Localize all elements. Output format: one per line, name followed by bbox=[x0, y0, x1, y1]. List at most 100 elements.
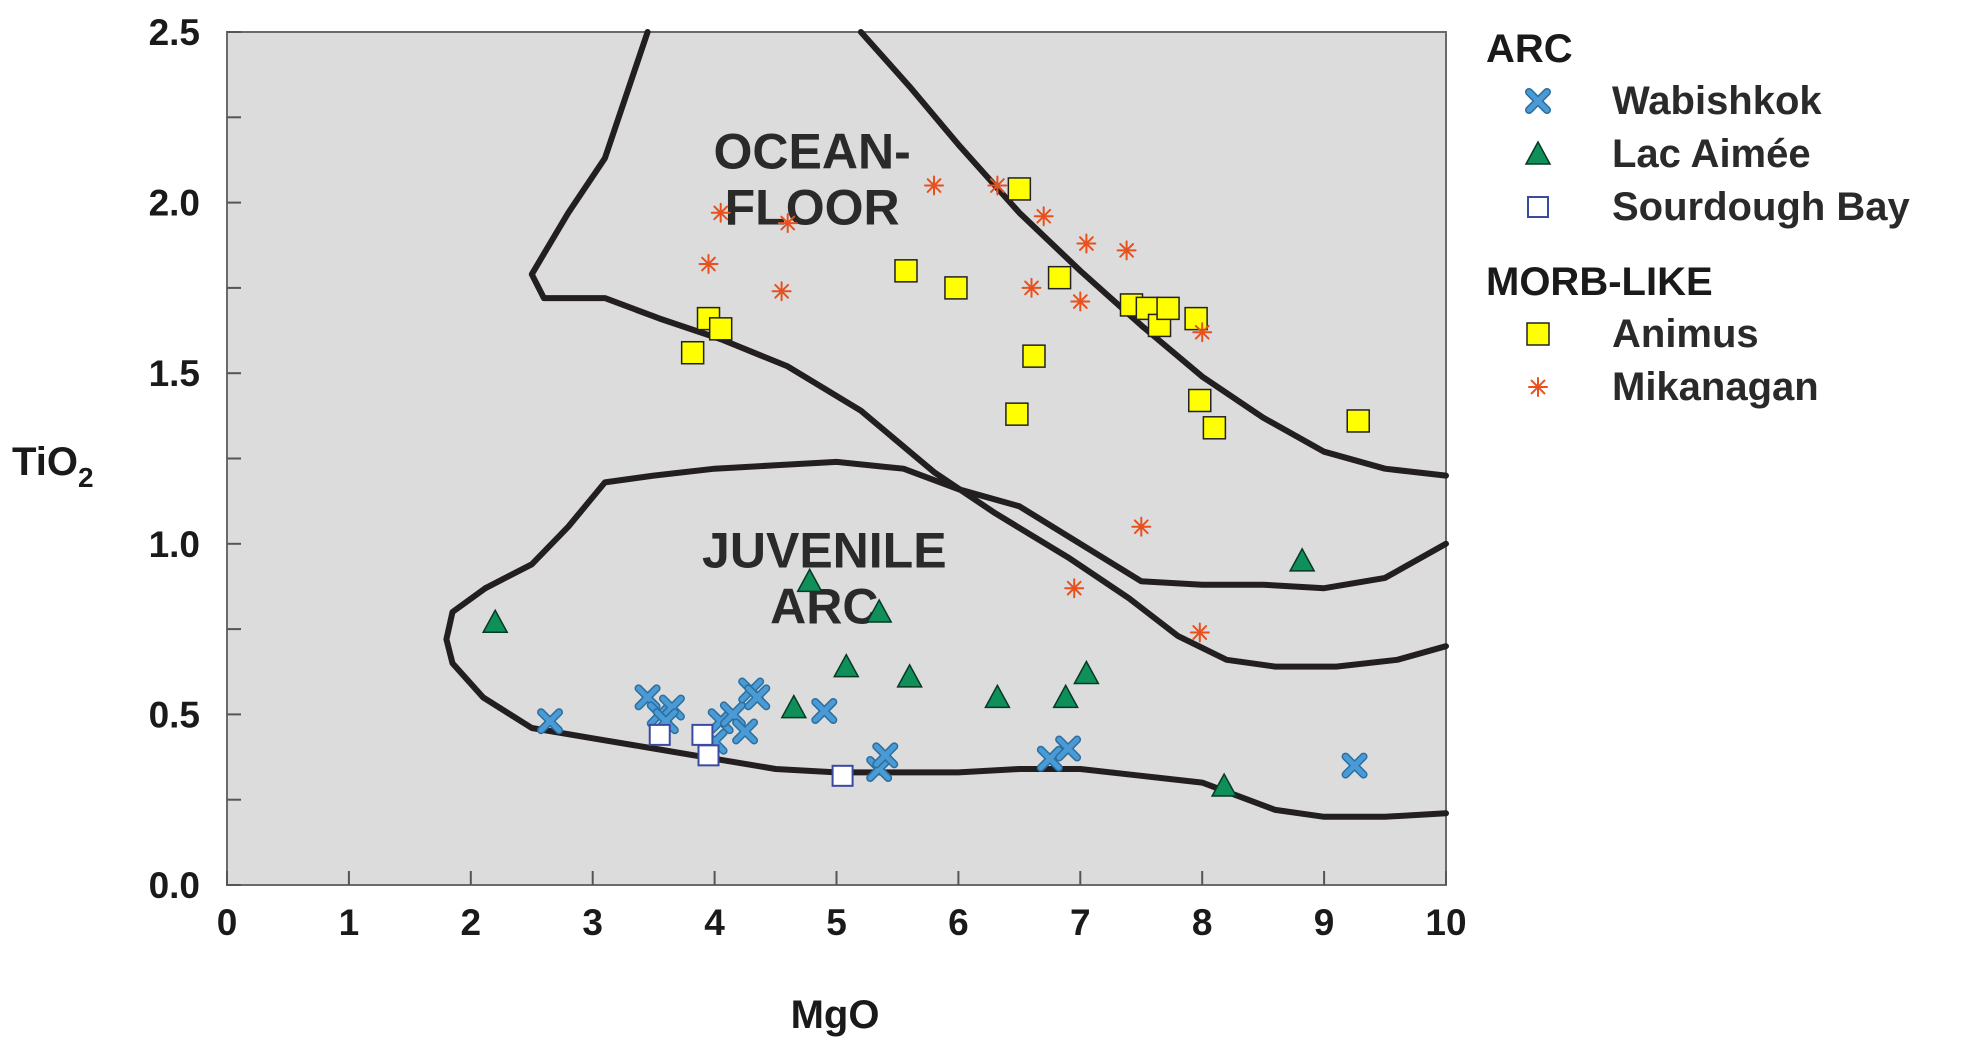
data-point-mikanagan bbox=[1131, 516, 1152, 537]
x-tick-label: 5 bbox=[826, 902, 847, 943]
y-tick-label: 2.0 bbox=[149, 183, 200, 224]
data-point-mikanagan bbox=[1064, 578, 1085, 599]
data-point-animus bbox=[1007, 177, 1032, 201]
legend-label-animus: Animus bbox=[1612, 312, 1759, 356]
legend-label-mikanagan: Mikanagan bbox=[1612, 365, 1819, 409]
data-point-lac-aimee bbox=[1052, 683, 1079, 709]
data-point-wabishkok bbox=[1055, 735, 1082, 762]
field-boundary-3 bbox=[482, 458, 1449, 592]
data-point-mikanagan bbox=[1070, 291, 1091, 312]
x-tick-label: 1 bbox=[339, 902, 360, 943]
data-point-wabishkok bbox=[732, 718, 759, 745]
data-point-animus bbox=[680, 340, 705, 365]
data-point-wabishkok bbox=[872, 742, 899, 769]
data-point-mikanagan bbox=[1033, 206, 1054, 227]
legend-label-sourdough-bay: Sourdough Bay bbox=[1612, 185, 1911, 229]
field-label-1-line-2: FLOOR bbox=[725, 179, 900, 235]
data-point-wabishkok bbox=[811, 697, 838, 724]
data-point-wabishkok bbox=[537, 708, 564, 735]
y-tick-label: 0.5 bbox=[149, 694, 200, 735]
data-point-lac-aimee bbox=[865, 598, 893, 623]
legend-label-lac-aimee: Lac Aimée bbox=[1612, 132, 1811, 176]
x-tick-label: 0 bbox=[217, 902, 238, 943]
data-point-lac-aimee bbox=[780, 694, 808, 719]
data-point-lac-aimee bbox=[1288, 547, 1316, 572]
data-point-mikanagan bbox=[771, 281, 792, 302]
x-tick-label: 6 bbox=[948, 902, 969, 943]
y-axis-title: TiO2 bbox=[12, 440, 94, 493]
data-point-mikanagan bbox=[1076, 233, 1097, 254]
data-point-animus bbox=[708, 317, 733, 341]
data-point-wabishkok bbox=[1036, 745, 1063, 772]
data-point-lac-aimee bbox=[896, 663, 923, 688]
data-point-animus bbox=[1047, 265, 1072, 290]
data-point-wabishkok bbox=[744, 684, 771, 711]
data-point-sourdough-bay bbox=[648, 723, 671, 746]
x-tick-label: 3 bbox=[582, 902, 603, 943]
legend-label-wabishkok: Wabishkok bbox=[1612, 79, 1822, 123]
data-point-mikanagan bbox=[1116, 240, 1137, 261]
data-point-sourdough-bay bbox=[691, 723, 714, 746]
data-point-sourdough-bay bbox=[831, 764, 854, 787]
series-animus bbox=[680, 177, 1370, 440]
series-mikanagan bbox=[698, 175, 1213, 643]
data-point-mikanagan bbox=[1021, 277, 1042, 298]
data-point-animus bbox=[944, 276, 968, 300]
data-point-mikanagan bbox=[710, 202, 731, 223]
data-point-lac-aimee bbox=[832, 653, 860, 678]
field-label-2-line-1: JUVENILE bbox=[702, 523, 947, 579]
legend-marker-animus bbox=[1526, 322, 1550, 346]
legend-marker-sourdough-bay bbox=[1527, 196, 1549, 218]
data-point-animus bbox=[894, 259, 918, 283]
x-axis-title: MgO bbox=[791, 993, 880, 1037]
data-point-lac-aimee bbox=[984, 683, 1011, 709]
x-tick-label: 7 bbox=[1070, 902, 1091, 943]
data-point-mikanagan bbox=[1189, 622, 1210, 643]
y-tick-label: 1.5 bbox=[149, 353, 200, 394]
data-point-animus bbox=[1346, 409, 1370, 433]
x-tick-label: 4 bbox=[704, 902, 725, 943]
data-point-lac-aimee bbox=[1210, 772, 1238, 797]
legend-heading-arc: ARC bbox=[1486, 27, 1573, 71]
axis-ticks: 0 1 2 3 4 5 6 7 8 9 10 0.0 0.5 1.0 1.5 2.0 2.5 bbox=[149, 12, 1467, 943]
series-sourdough-bay bbox=[648, 723, 854, 787]
legend-marker-lac-aimee bbox=[1524, 140, 1552, 165]
data-point-animus bbox=[1156, 296, 1180, 321]
field-label-1-line-1: OCEAN- bbox=[714, 123, 911, 179]
field-boundary-1 bbox=[528, 29, 1449, 670]
data-point-mikanagan bbox=[777, 213, 798, 234]
y-axis-title-sub: 2 bbox=[78, 462, 94, 493]
data-point-lac-aimee bbox=[1073, 659, 1100, 685]
plot-area bbox=[226, 31, 1447, 886]
data-point-lac-aimee bbox=[481, 608, 509, 634]
series-lac-aimee bbox=[481, 547, 1316, 797]
x-tick-label: 8 bbox=[1192, 902, 1213, 943]
data-point-sourdough-bay bbox=[697, 744, 720, 767]
data-point-wabishkok bbox=[1341, 752, 1368, 779]
data-points bbox=[481, 175, 1370, 797]
x-tick-label: 9 bbox=[1314, 902, 1335, 943]
data-point-mikanagan bbox=[1192, 322, 1213, 343]
data-point-mikanagan bbox=[924, 175, 944, 196]
x-tick-label: 2 bbox=[461, 902, 482, 943]
data-point-animus bbox=[1022, 344, 1046, 368]
x-tick-label: 10 bbox=[1425, 902, 1466, 943]
data-point-animus bbox=[1188, 388, 1212, 413]
data-point-animus bbox=[1005, 402, 1029, 426]
field-boundary-2 bbox=[857, 29, 1449, 479]
legend-marker-wabishkok bbox=[1525, 88, 1551, 114]
data-point-mikanagan bbox=[698, 254, 719, 274]
y-axis-title-main: TiO bbox=[12, 440, 78, 484]
data-point-mikanagan bbox=[987, 175, 1008, 196]
data-point-lac-aimee bbox=[796, 567, 823, 593]
legend-marker-mikanagan bbox=[1528, 377, 1548, 397]
y-tick-label: 2.5 bbox=[149, 12, 200, 53]
data-point-animus bbox=[1202, 416, 1227, 440]
series-wabishkok bbox=[537, 677, 1368, 782]
y-tick-label: 0.0 bbox=[149, 865, 200, 906]
field-label-2-line-2: ARC bbox=[770, 579, 878, 635]
legend: ARC Wabishkok Lac Aimée Sourdough Bay MORB-L… bbox=[1486, 27, 1911, 409]
y-tick-label: 1.0 bbox=[149, 524, 200, 565]
